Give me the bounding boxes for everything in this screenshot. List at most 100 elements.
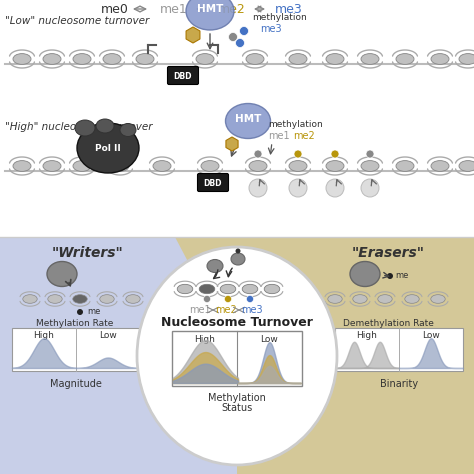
Ellipse shape [13,54,31,64]
Ellipse shape [186,0,234,30]
Ellipse shape [13,161,31,172]
Ellipse shape [196,54,214,64]
Ellipse shape [289,54,307,64]
Ellipse shape [23,295,37,303]
Bar [0,237,474,474]
Circle shape [228,33,237,42]
Text: me2: me2 [215,305,237,315]
FancyBboxPatch shape [198,173,228,191]
Ellipse shape [326,161,344,172]
Circle shape [361,179,379,197]
Ellipse shape [220,284,236,294]
Text: me1: me1 [268,131,290,141]
Bar [12,328,140,371]
Text: Status: Status [221,403,253,413]
Ellipse shape [111,161,129,172]
Ellipse shape [361,161,379,172]
Ellipse shape [246,54,264,64]
Ellipse shape [120,124,136,137]
Circle shape [77,309,83,315]
Text: Nucleosome Turnover: Nucleosome Turnover [161,317,313,329]
Ellipse shape [289,161,307,172]
Ellipse shape [73,295,87,303]
Circle shape [246,295,254,302]
Ellipse shape [326,54,344,64]
Ellipse shape [353,295,367,303]
Text: me2: me2 [218,2,246,16]
Ellipse shape [73,54,91,64]
Text: me3: me3 [241,305,263,315]
Circle shape [366,150,374,158]
Circle shape [239,27,248,36]
Ellipse shape [405,295,419,303]
Ellipse shape [396,161,414,172]
Text: Demethylation Rate: Demethylation Rate [343,319,433,328]
Text: me2: me2 [293,131,315,141]
Text: me3: me3 [275,2,303,16]
Text: HMT: HMT [197,4,223,14]
Text: HMT: HMT [235,114,261,124]
Ellipse shape [231,253,245,265]
Text: "Erasers": "Erasers" [352,246,425,260]
Ellipse shape [126,295,140,303]
Circle shape [387,273,393,279]
Text: Low: Low [99,331,117,340]
Ellipse shape [48,295,62,303]
Ellipse shape [226,103,271,138]
Ellipse shape [75,120,95,136]
Ellipse shape [177,284,193,294]
Text: me1: me1 [189,305,211,315]
Ellipse shape [136,54,154,64]
Circle shape [236,38,245,47]
Ellipse shape [73,161,91,172]
Bar [0,0,474,237]
Text: High: High [194,335,215,344]
Ellipse shape [43,54,61,64]
Ellipse shape [137,247,337,465]
Ellipse shape [201,161,219,172]
Circle shape [249,179,267,197]
Ellipse shape [459,54,474,64]
Ellipse shape [350,262,380,286]
Text: me: me [395,272,409,281]
Polygon shape [237,237,474,474]
Ellipse shape [431,161,449,172]
Ellipse shape [96,119,114,133]
Bar [335,328,463,371]
Text: Magnitude: Magnitude [50,379,102,389]
Text: "Writers": "Writers" [52,246,124,260]
Text: Binarity: Binarity [380,379,418,389]
Text: Low: Low [261,335,278,344]
Circle shape [203,295,210,302]
Text: methylation: methylation [268,119,323,128]
Ellipse shape [396,54,414,64]
Text: "High" nucleosome turnover: "High" nucleosome turnover [5,122,153,132]
Ellipse shape [100,295,114,303]
Circle shape [225,295,231,302]
Text: DBD: DBD [174,72,192,81]
Ellipse shape [459,161,474,172]
Text: High: High [34,331,55,340]
Polygon shape [175,237,474,474]
Text: Methylation Rate: Methylation Rate [36,319,114,328]
Text: "Low" nucleosome turnover: "Low" nucleosome turnover [5,16,149,26]
Circle shape [294,150,302,158]
Text: me3: me3 [260,24,282,34]
Ellipse shape [378,295,392,303]
Ellipse shape [361,54,379,64]
Ellipse shape [328,295,342,303]
Ellipse shape [242,284,258,294]
Ellipse shape [47,262,77,286]
Ellipse shape [43,161,61,172]
Ellipse shape [199,284,215,294]
Text: me1: me1 [160,2,188,16]
Circle shape [254,150,262,158]
Text: High: High [356,331,377,340]
Circle shape [236,248,240,254]
Circle shape [326,179,344,197]
Ellipse shape [431,54,449,64]
Ellipse shape [77,123,139,173]
FancyBboxPatch shape [167,66,199,84]
Text: Methylation: Methylation [208,393,266,403]
Ellipse shape [249,161,267,172]
